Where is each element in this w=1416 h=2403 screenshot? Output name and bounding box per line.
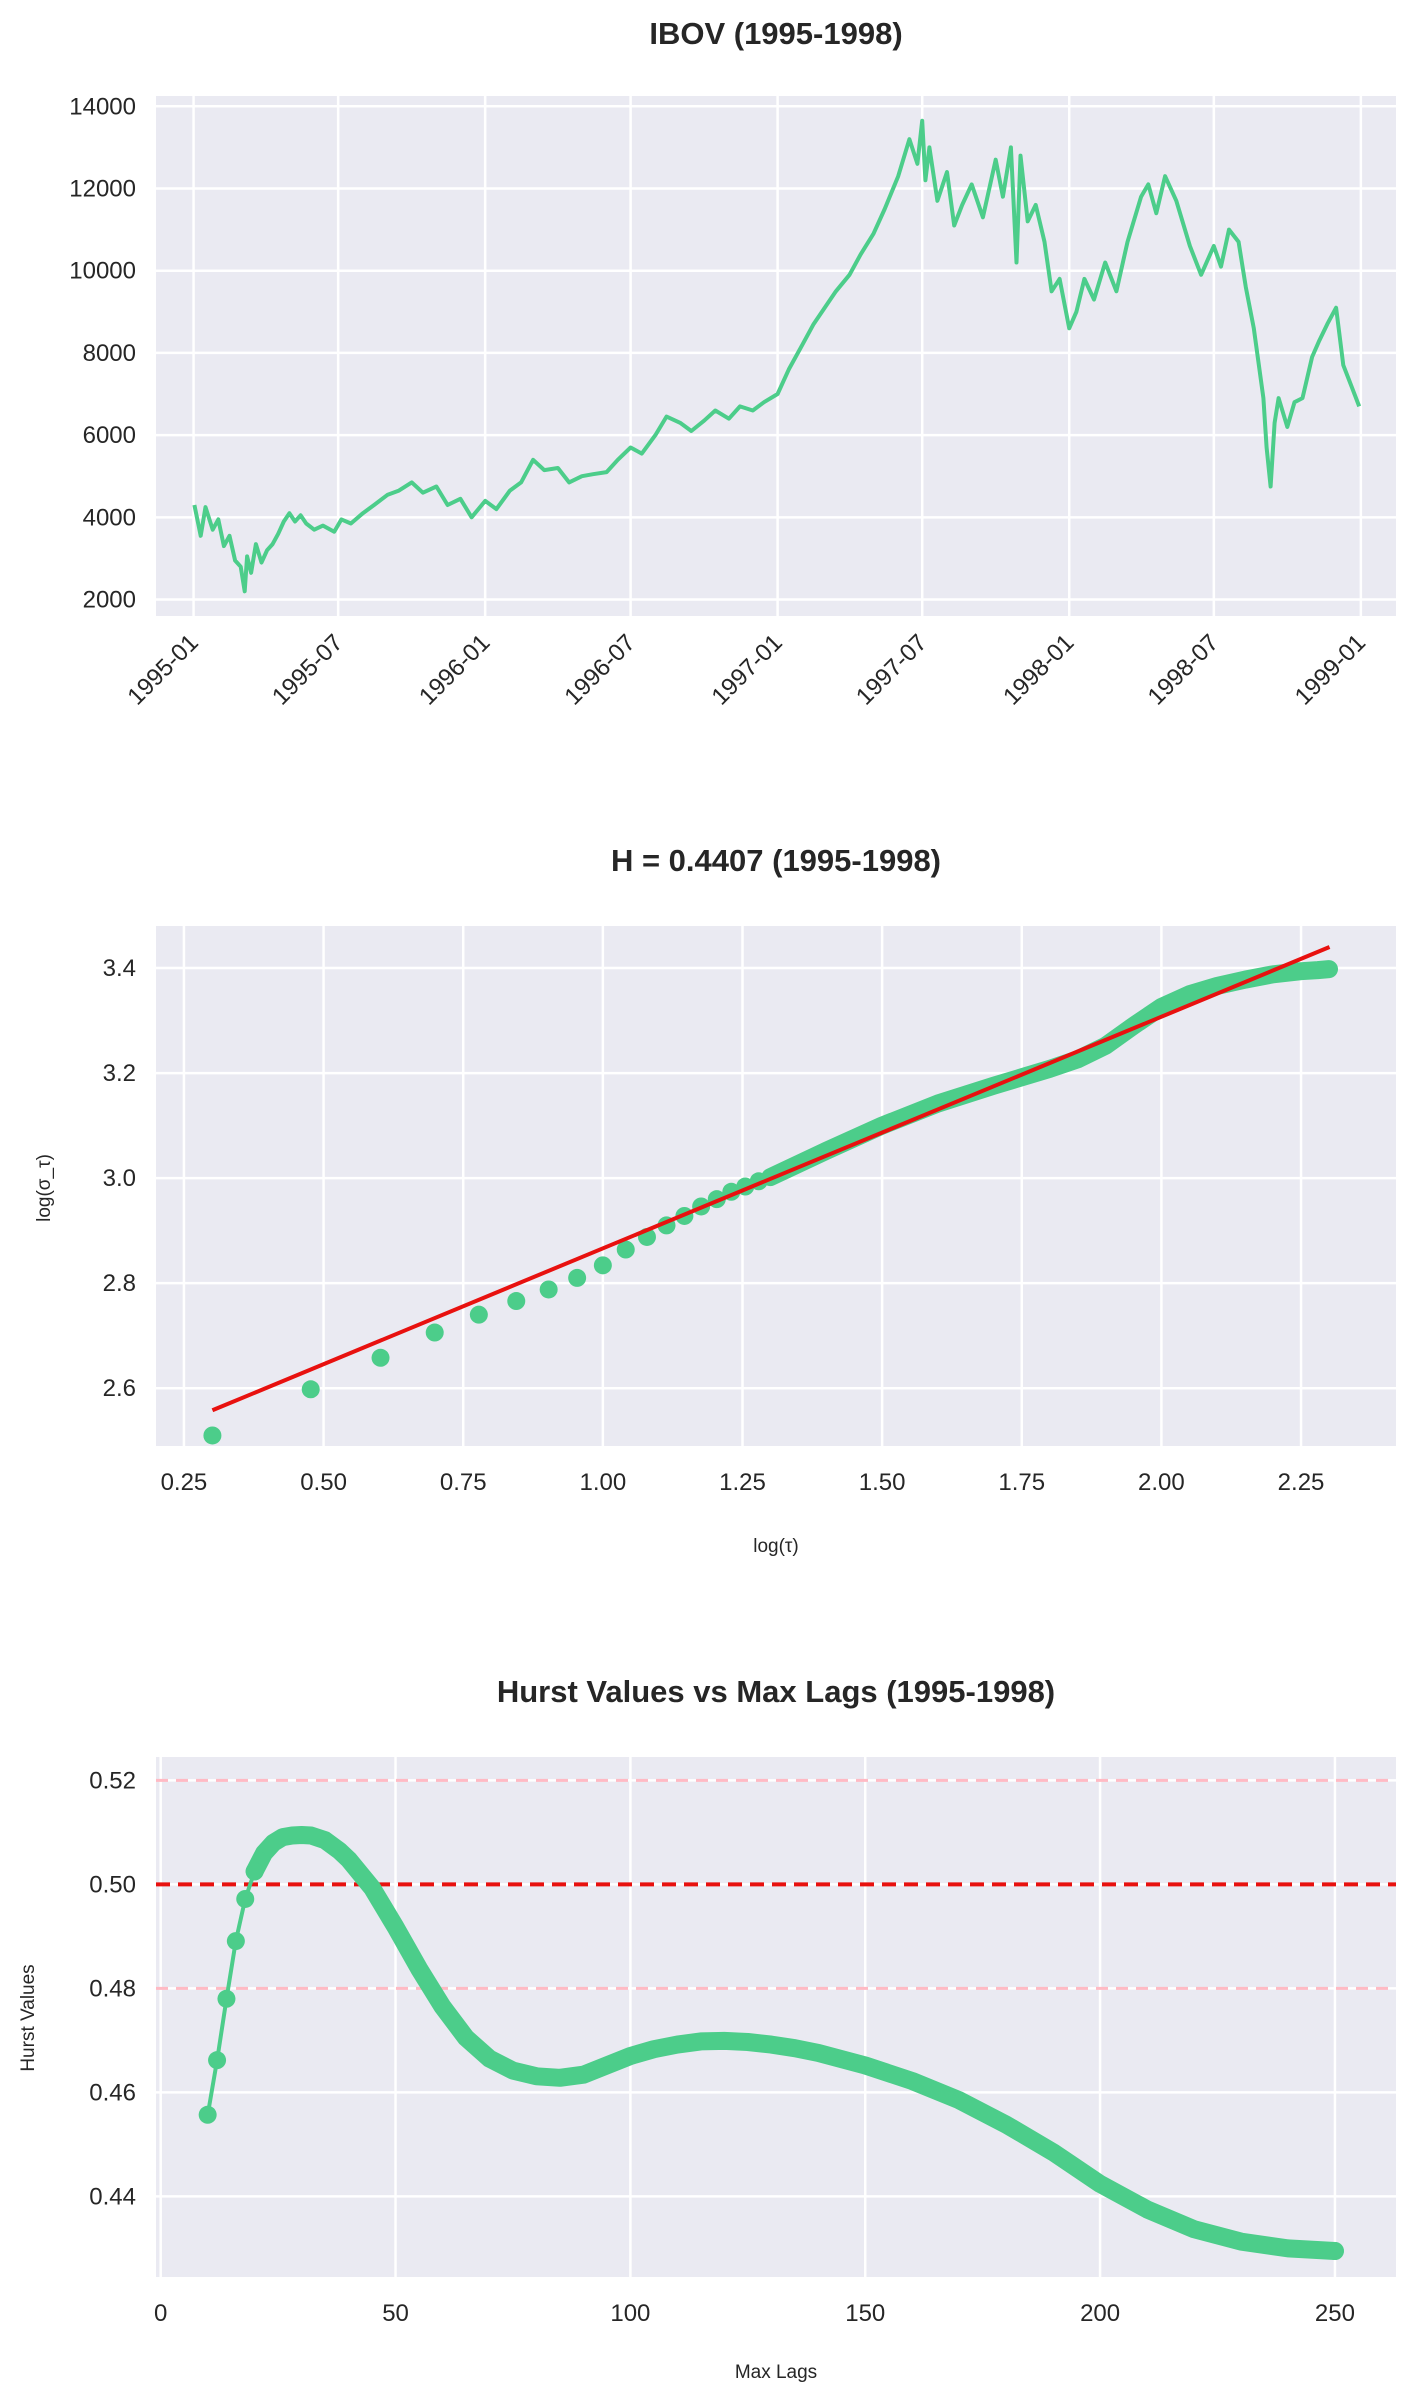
chart-hurst-fit-x-tick-label: 0.50 [300, 1469, 347, 1496]
chart-hurst-fit-x-label: log(τ) [753, 1536, 799, 1557]
chart-hurst-lags-x-tick-label: 250 [1315, 2300, 1355, 2327]
chart-hurst-fit-point [593, 1256, 612, 1275]
chart-hurst-fit-x-tick-label: 0.75 [440, 1469, 487, 1496]
chart-hurst-fit-plot-area [156, 926, 1396, 1446]
chart-hurst-lags-x-tick-label: 0 [154, 2300, 167, 2327]
chart-hurst-lags-plot-area [156, 1757, 1396, 2277]
chart-hurst-lags-point [217, 1989, 236, 2008]
chart-hurst-lags-dense-points [245, 1826, 1344, 2260]
chart-hurst-fit: H = 0.4407 (1995-1998) 0.25 0.50 0.75 1.00 1… [34, 843, 1396, 1557]
chart-hurst-fit-point [301, 1380, 320, 1399]
chart-ibov-x-tick-label: 1995-01 [122, 629, 203, 710]
chart-hurst-lags-point [1325, 2242, 1344, 2260]
chart-hurst-lags-y-tick-label: 0.46 [89, 2079, 136, 2106]
chart-ibov-x-tick-label: 1995-07 [267, 629, 348, 710]
chart-hurst-fit-point [539, 1280, 558, 1299]
chart-hurst-fit-y-tick-label: 3.0 [103, 1165, 136, 1192]
chart-ibov-x-tick-label: 1998-07 [1143, 629, 1224, 710]
chart-hurst-fit-grid [156, 926, 1396, 1446]
chart-hurst-fit-x-tick-label: 1.00 [579, 1469, 626, 1496]
chart-hurst-lags-x-ticks: 0 50 100 150 200 250 [154, 2300, 1355, 2327]
chart-hurst-fit-x-tick-label: 0.25 [161, 1469, 208, 1496]
chart-hurst-lags-x-tick-label: 200 [1080, 2300, 1120, 2327]
chart-hurst-lags-x-label: Max Lags [735, 2362, 817, 2383]
chart-ibov-x-tick-label: 1996-07 [559, 629, 640, 710]
chart-ibov-grid [156, 96, 1396, 616]
chart-hurst-lags-title: Hurst Values vs Max Lags (1995-1998) [497, 1674, 1055, 1709]
chart-ibov-plot-area [156, 96, 1396, 616]
chart-hurst-lags-x-tick-label: 150 [845, 2300, 885, 2327]
chart-ibov-y-tick-label: 2000 [83, 587, 136, 614]
chart-hurst-lags-x-tick-label: 100 [610, 2300, 650, 2327]
chart-hurst-lags-point [226, 1932, 245, 1951]
chart-hurst-lags-point [198, 2105, 217, 2124]
chart-ibov-y-tick-label: 4000 [83, 504, 136, 531]
chart-hurst-lags-series [198, 1826, 1344, 2260]
chart-hurst-lags-y-tick-label: 0.52 [89, 1767, 136, 1794]
chart-ibov-x-tick-label: 1996-01 [414, 629, 495, 710]
chart-hurst-fit-y-tick-label: 2.8 [103, 1270, 136, 1297]
chart-hurst-fit-x-ticks: 0.25 0.50 0.75 1.00 1.25 1.50 1.75 2.00 2.25 [161, 1469, 1325, 1496]
chart-ibov-x-tick-label: 1999-01 [1290, 629, 1371, 710]
chart-hurst-fit-y-tick-label: 3.2 [103, 1060, 136, 1087]
chart-hurst-lags-y-ticks: 0.44 0.46 0.48 0.50 0.52 [89, 1767, 136, 2210]
chart-hurst-fit-x-tick-label: 1.75 [998, 1469, 1045, 1496]
chart-hurst-fit-y-label: log(σ_τ) [34, 1154, 55, 1222]
chart-hurst-fit-x-tick-label: 1.50 [859, 1469, 906, 1496]
chart-hurst-lags-point [236, 1889, 255, 1908]
chart-hurst-fit-y-ticks: 2.6 2.8 3.0 3.2 3.4 [103, 955, 136, 1402]
chart-hurst-fit-point [616, 1240, 635, 1259]
chart-hurst-fit-y-tick-label: 2.6 [103, 1375, 136, 1402]
chart-hurst-fit-point [203, 1426, 222, 1445]
chart-ibov-series-line [192, 118, 1362, 594]
chart-hurst-lags-y-tick-label: 0.50 [89, 1871, 136, 1898]
chart-ibov-y-tick-label: 6000 [83, 422, 136, 449]
chart-hurst-lags: Hurst Values vs Max Lags (1995-1998) 0 50… [18, 1674, 1396, 2383]
chart-hurst-fit-regression-line [211, 945, 1331, 1413]
chart-ibov-y-ticks: 2000 4000 6000 8000 10000 12000 14000 [69, 93, 136, 613]
chart-hurst-fit-series [203, 945, 1338, 1445]
chart-hurst-lags-y-tick-label: 0.44 [89, 2183, 136, 2210]
chart-ibov-y-tick-label: 10000 [69, 258, 136, 285]
chart-ibov-y-tick-label: 12000 [69, 175, 136, 202]
chart-ibov-x-ticks: 1995-01 1995-07 1996-01 1996-07 1997-01 1997-… [122, 629, 1371, 710]
chart-hurst-lags-y-tick-label: 0.48 [89, 1975, 136, 2002]
chart-hurst-fit-y-tick-label: 3.4 [103, 955, 136, 982]
chart-hurst-fit-title: H = 0.4407 (1995-1998) [611, 843, 941, 878]
chart-hurst-fit-x-tick-label: 1.25 [719, 1469, 766, 1496]
chart-hurst-fit-point [469, 1305, 488, 1324]
chart-ibov-y-tick-label: 14000 [69, 93, 136, 120]
chart-ibov-x-tick-label: 1997-01 [706, 629, 787, 710]
chart-hurst-fit-point [425, 1323, 444, 1342]
chart-hurst-fit-point [507, 1292, 526, 1311]
chart-ibov-series [192, 118, 1362, 594]
chart-ibov: IBOV (1995-1998) 1995-01 1995-07 1996-01 19… [69, 16, 1396, 711]
chart-hurst-fit-x-tick-label: 2.00 [1138, 1469, 1185, 1496]
chart-hurst-lags-point [208, 2051, 227, 2070]
chart-ibov-x-tick-label: 1998-01 [998, 629, 1079, 710]
chart-hurst-fit-point [371, 1348, 390, 1367]
chart-hurst-fit-x-tick-label: 2.25 [1278, 1469, 1325, 1496]
chart-hurst-lags-point [245, 1862, 264, 1881]
chart-hurst-lags-x-tick-label: 50 [382, 2300, 409, 2327]
chart-ibov-title: IBOV (1995-1998) [649, 16, 902, 51]
chart-hurst-lags-y-label: Hurst Values [18, 1964, 39, 2071]
chart-ibov-y-tick-label: 8000 [83, 340, 136, 367]
chart-hurst-fit-point [568, 1268, 587, 1287]
chart-ibov-x-tick-label: 1997-07 [851, 629, 932, 710]
